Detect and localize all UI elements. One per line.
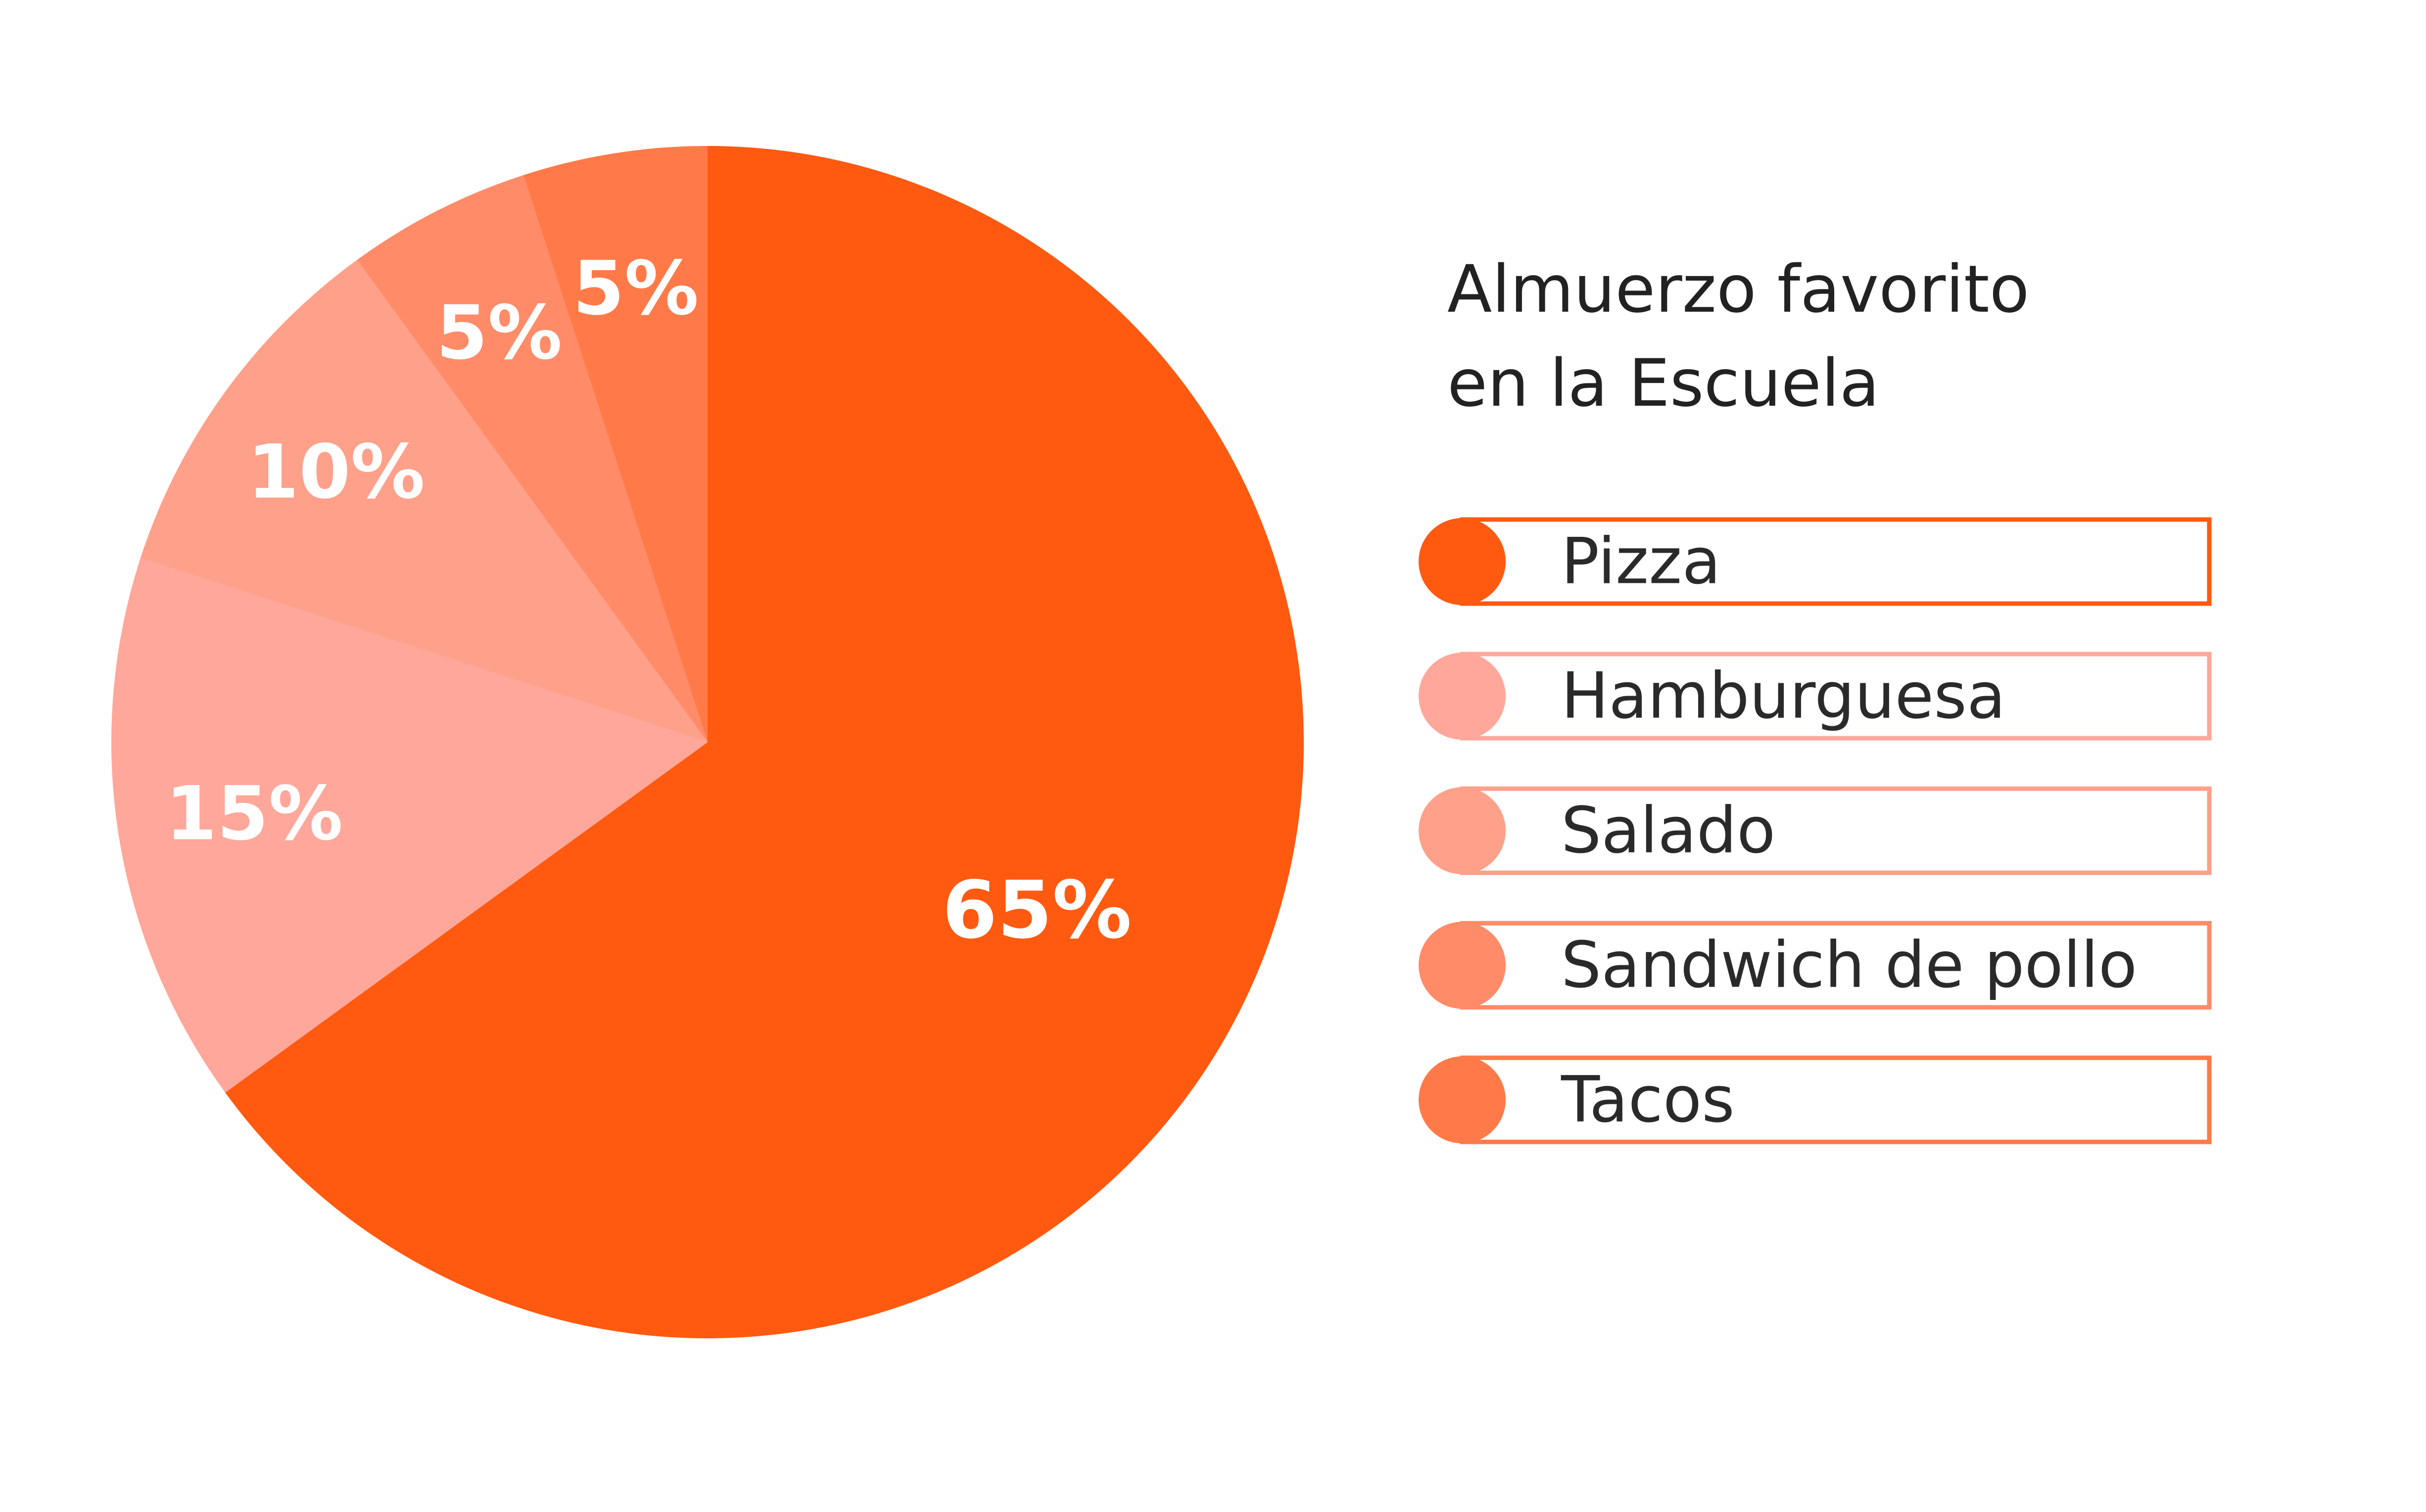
pie-label-salado: 10% [247, 429, 425, 516]
legend-label: Hamburguesa [1561, 660, 2005, 733]
chart-title: Almuerzo favorito en la Escuela [1447, 251, 2032, 422]
legend-box [1460, 921, 2212, 1010]
pie-slice-sandwich-de-pollo [357, 175, 708, 742]
chart-title-line-2: en la Escuela [1447, 345, 1880, 422]
pie-labels: 65%15%10%5%5% [165, 246, 1132, 956]
pie-label-sandwich-de-pollo: 5% [436, 290, 562, 376]
pie-slice-hamburguesa [111, 558, 708, 1093]
legend-label: Pizza [1561, 525, 1721, 599]
legend-swatch-icon [1419, 787, 1506, 874]
pie-label-tacos: 5% [573, 246, 699, 332]
legend-label: Tacos [1561, 1063, 1735, 1137]
legend-box [1460, 517, 2212, 606]
pie-slices [111, 146, 1304, 1339]
legend-swatch-icon [1419, 653, 1506, 740]
legend-label: Sandwich de pollo [1561, 929, 2137, 1002]
pie-label-pizza: 65% [942, 864, 1132, 956]
pie-slice-pizza [225, 146, 1304, 1339]
pie-slice-salado [140, 260, 708, 742]
legend-item-salado: Salado [1419, 786, 2212, 875]
pie-slice-tacos [523, 146, 708, 742]
legend-box [1460, 786, 2212, 875]
legend: Almuerzo favorito en la Escuela Pizza Ham… [1419, 251, 2212, 1144]
legend-item-sandwich-de-pollo: Sandwich de pollo [1419, 921, 2212, 1010]
chart-title-line-1: Almuerzo favorito [1447, 251, 2029, 328]
legend-swatch-icon [1419, 1056, 1506, 1143]
legend-swatch-icon [1419, 922, 1506, 1009]
legend-item-tacos: Tacos [1419, 1055, 2212, 1144]
legend-item-pizza: Pizza [1419, 517, 2212, 606]
legend-label: Salado [1561, 794, 1775, 868]
legend-box [1460, 652, 2212, 741]
legend-items: Pizza Hamburguesa Salado Sandwich de pollo T… [1419, 517, 2212, 1144]
legend-swatch-icon [1419, 518, 1506, 605]
pie-label-hamburguesa: 15% [165, 771, 343, 857]
legend-item-hamburguesa: Hamburguesa [1419, 652, 2212, 741]
